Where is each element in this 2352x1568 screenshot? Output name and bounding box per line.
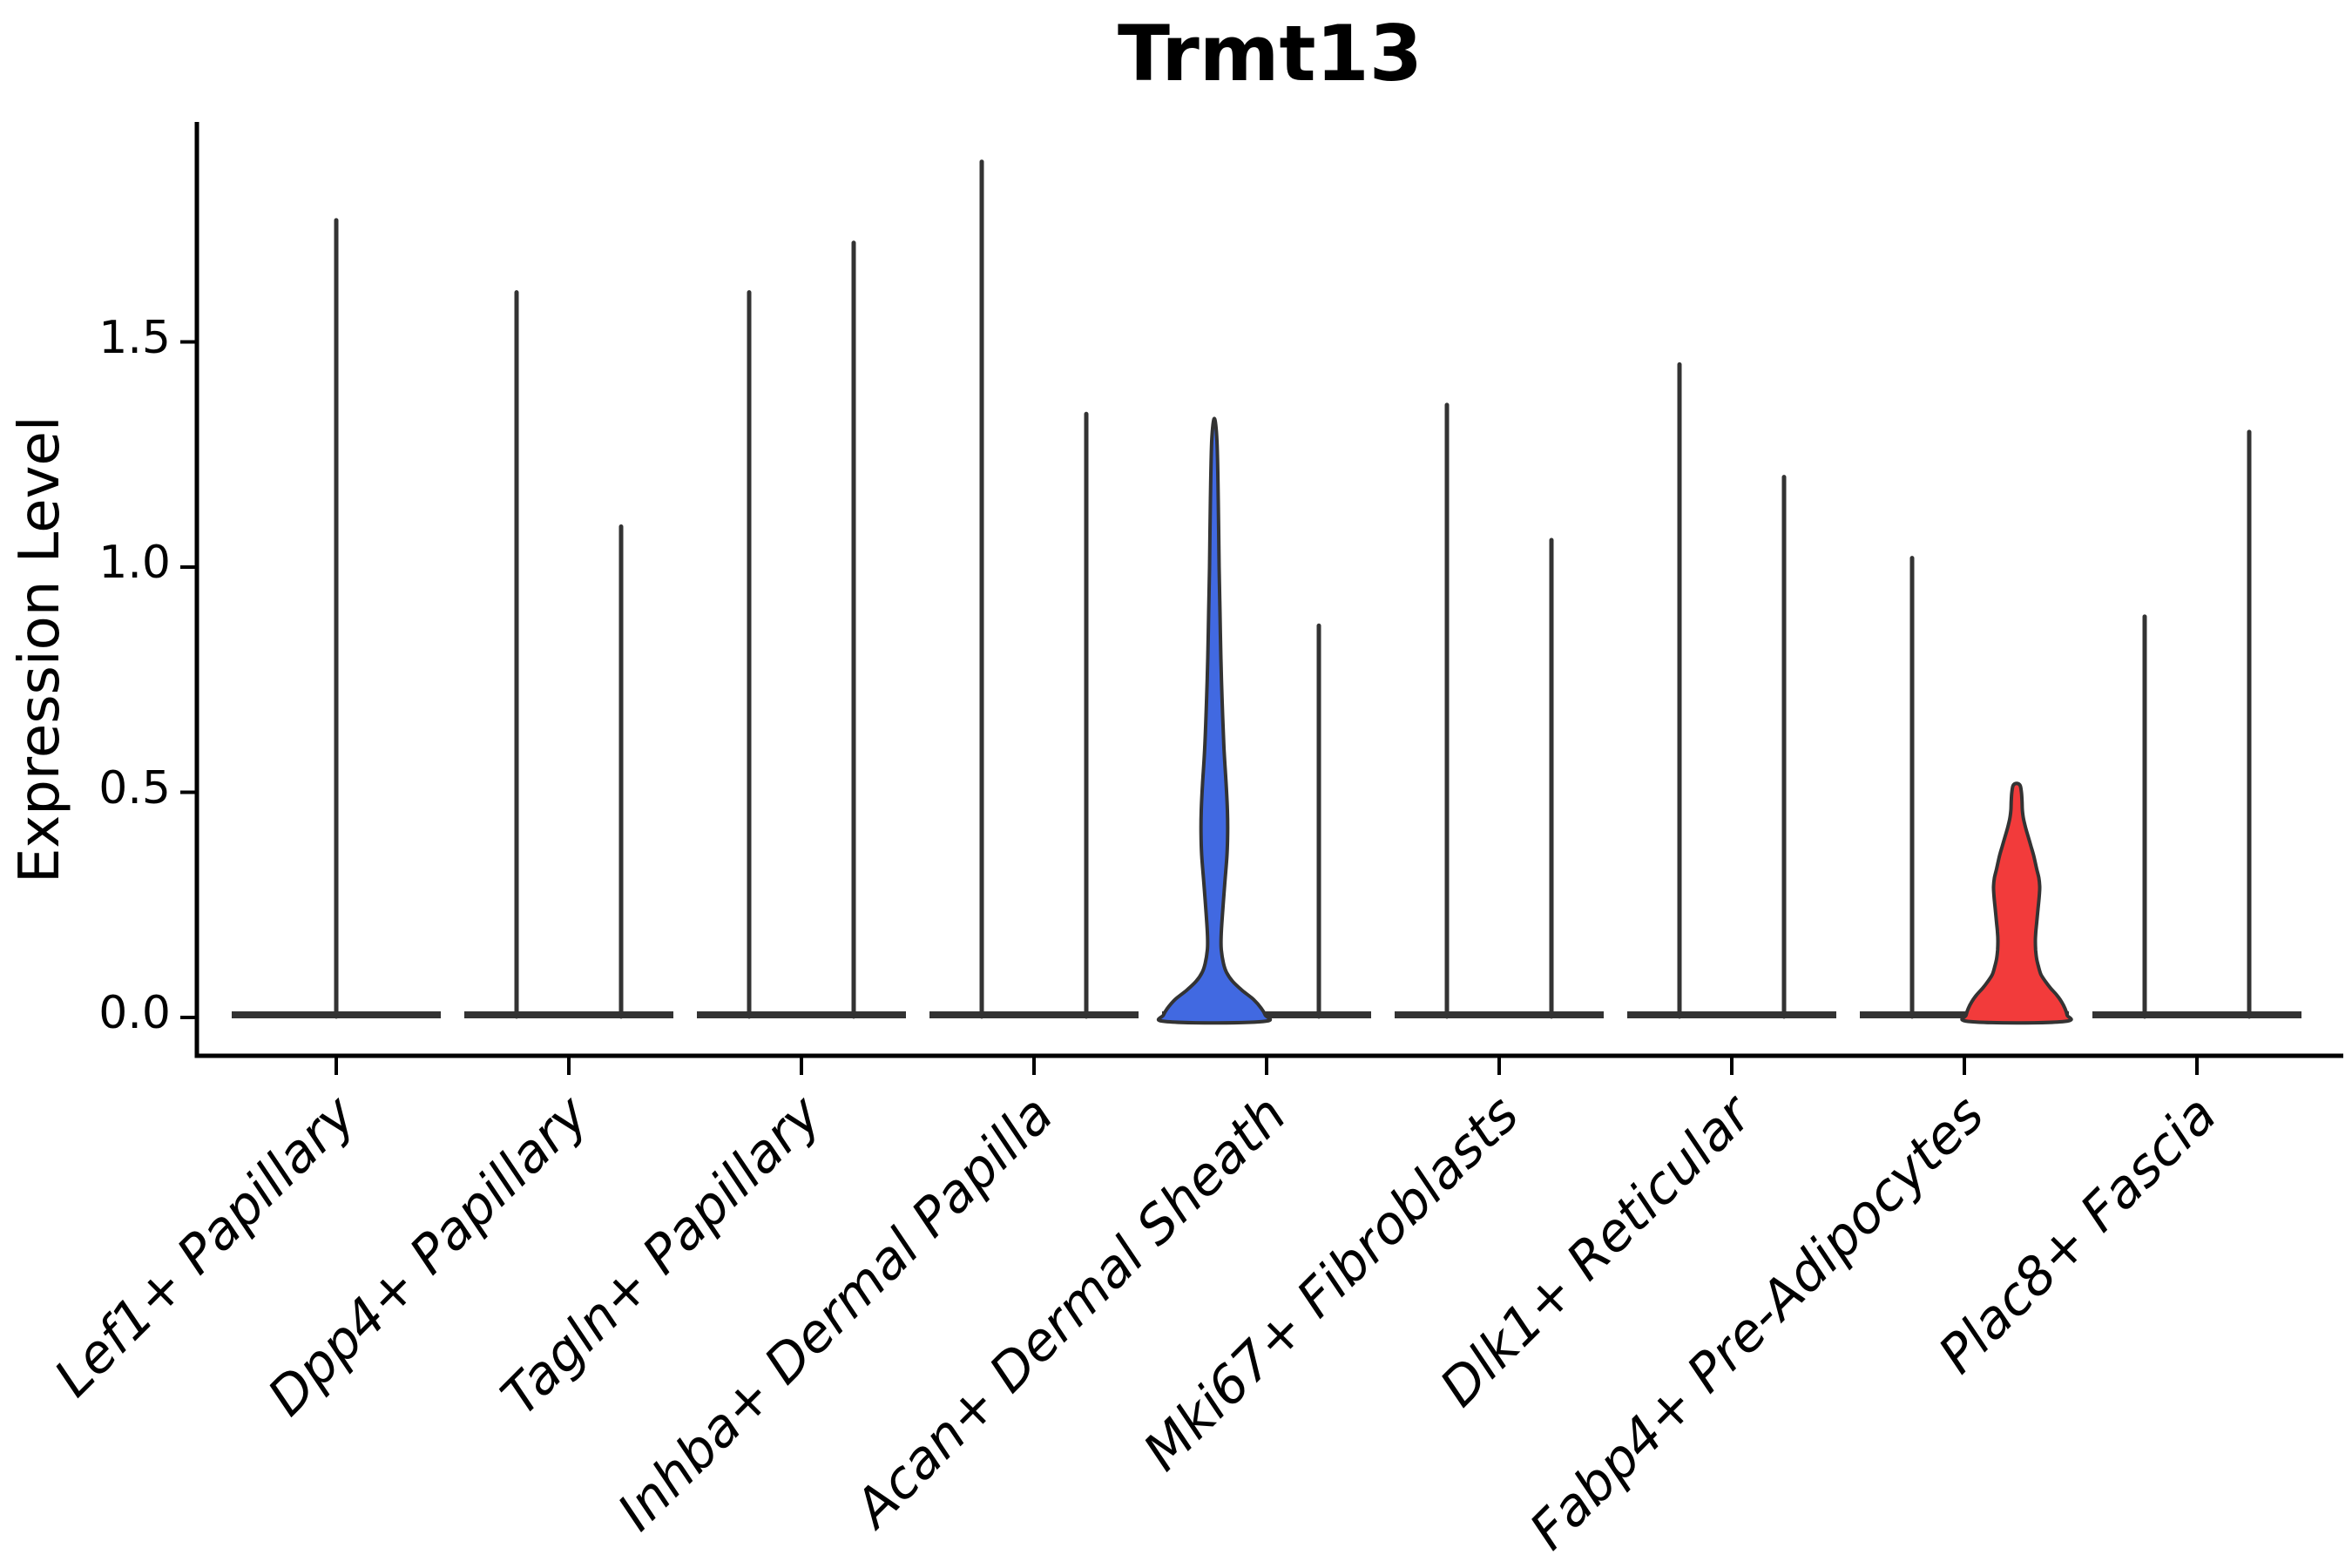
y-tick-label: 0.0	[98, 987, 171, 1039]
y-tick-label: 0.5	[98, 761, 171, 814]
y-tick-label: 1.5	[98, 311, 171, 364]
y-tick-label: 1.0	[98, 537, 171, 589]
y-axis-label: Expression Level	[8, 416, 72, 883]
filled-violin	[1960, 781, 2073, 1025]
chart-title: Trmt13	[1118, 9, 1423, 98]
filled-violin	[1156, 416, 1273, 1025]
